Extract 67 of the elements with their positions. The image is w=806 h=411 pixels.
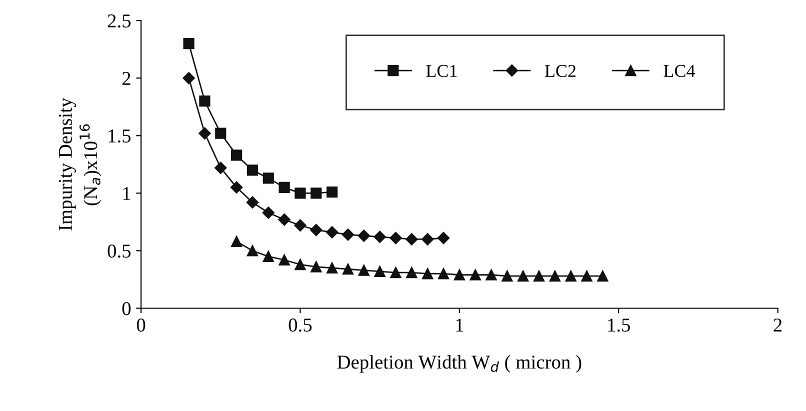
point — [518, 270, 529, 282]
point — [262, 250, 274, 262]
point — [310, 224, 322, 236]
point — [231, 150, 242, 161]
y-tick-label: 0 — [122, 302, 131, 316]
point — [406, 267, 418, 278]
point — [549, 270, 560, 282]
point — [374, 266, 386, 277]
x-axis-title: Depletion Width W$_{d}$ ( micron ) — [337, 355, 582, 373]
point — [246, 245, 258, 256]
point — [390, 267, 402, 278]
legend-label: LC4 — [664, 64, 696, 78]
legend-label: LC2 — [544, 64, 576, 78]
point — [437, 232, 450, 244]
point — [262, 172, 274, 184]
x-tick-label: 0 — [136, 318, 146, 332]
point — [294, 258, 306, 270]
point — [310, 188, 322, 199]
point — [358, 230, 370, 242]
point — [246, 196, 259, 208]
point — [183, 38, 194, 50]
point — [294, 219, 306, 232]
point — [246, 164, 258, 176]
point — [422, 268, 434, 280]
x-tick-label: 0.5 — [288, 318, 312, 332]
point — [342, 264, 354, 275]
x-tick-label: 1.5 — [608, 318, 630, 332]
y-tick-label: 2 — [122, 72, 130, 85]
point — [215, 128, 226, 139]
point — [278, 254, 290, 266]
legend-label: LC1 — [426, 64, 457, 78]
point — [597, 270, 608, 282]
point — [230, 181, 243, 194]
point — [390, 232, 402, 244]
y-axis-title: Impurity Density (N$_{a}$)x10$^{16}$ — [58, 98, 102, 230]
point — [533, 270, 545, 282]
point — [310, 261, 322, 272]
y-tick-label: 2.5 — [108, 14, 131, 28]
point — [198, 127, 211, 140]
point — [374, 230, 386, 243]
point — [421, 233, 434, 246]
point — [199, 96, 210, 107]
point — [342, 228, 354, 241]
point — [214, 162, 227, 174]
point — [262, 206, 274, 219]
point — [502, 270, 513, 282]
point — [454, 269, 465, 280]
point — [294, 188, 306, 199]
y-tick-label: 1 — [123, 187, 130, 200]
point — [326, 186, 338, 198]
point — [182, 72, 195, 84]
point — [278, 182, 290, 193]
point — [326, 262, 338, 274]
point — [326, 226, 338, 238]
x-tick-label: 1 — [456, 318, 464, 332]
point — [406, 233, 418, 246]
point — [565, 270, 576, 282]
point — [358, 264, 370, 276]
point — [486, 269, 497, 280]
y-tick-label: 1.5 — [108, 130, 131, 143]
point — [581, 270, 592, 282]
point — [438, 268, 450, 280]
point — [278, 214, 290, 226]
x-tick-label: 2 — [774, 318, 782, 332]
point — [470, 269, 481, 280]
y-tick-label: 0.5 — [108, 244, 131, 258]
point — [231, 236, 242, 248]
